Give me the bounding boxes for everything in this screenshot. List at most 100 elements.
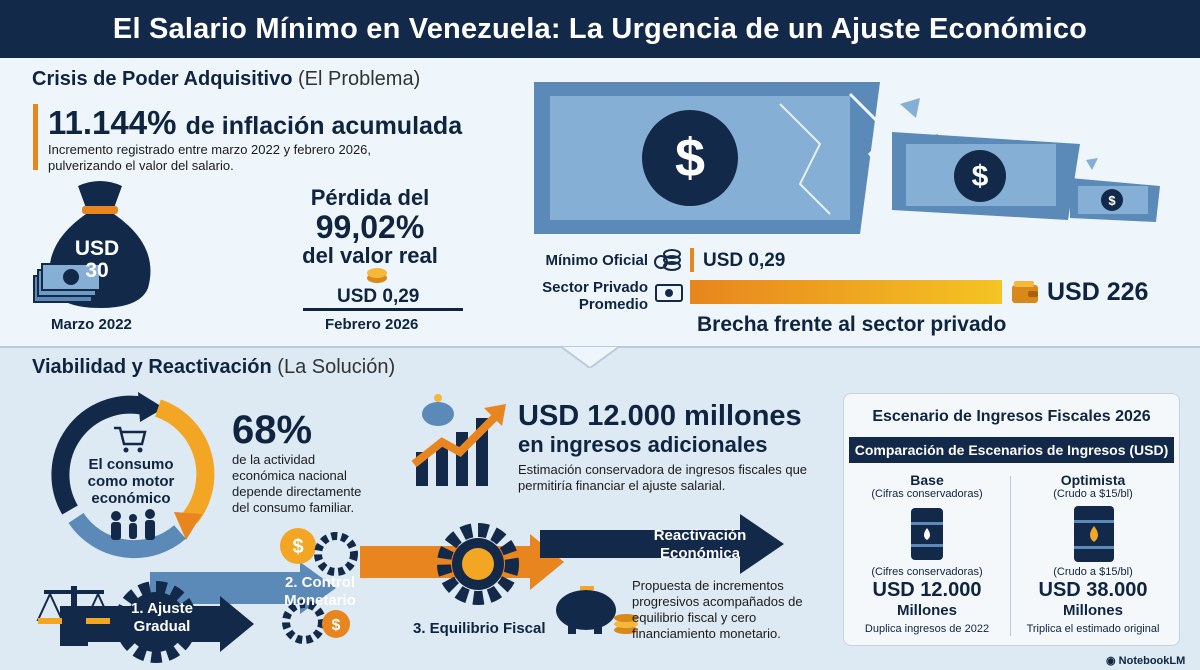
step1-label: 1. Ajuste Gradual [122,600,202,636]
problem-heading-text: Crisis de Poder Adquisitivo [32,68,293,90]
step4-label: Reactivación Económica [640,527,760,563]
coins-icon [654,249,681,271]
inflation-stat: 11.144% de inflación acumulada [48,104,462,142]
growth-chart-icon [411,394,506,486]
inflation-label: de inflación acumulada [185,112,463,140]
bag-amount-currency: USD [74,237,120,260]
cycle-label-line3: económico [91,490,171,507]
problem-heading-note: (El Problema) [297,68,421,90]
wallet-icon [1012,281,1038,303]
revenue-value: USD 12.000 millones [518,400,802,432]
base-name: Base [910,472,944,488]
proposal-line2: progresivos acompañados de [632,594,803,609]
date-end: Febrero 2026 [325,316,419,333]
private-label: Sector Privado Promedio [520,279,648,313]
consumption-desc-line1: de la actividad [232,452,316,467]
proposal-line3: equilibrio fiscal y cero [632,610,757,625]
revenue-desc-line1: Estimación conservadora de ingresos fisc… [518,462,808,477]
piggy-bank-icon [556,586,638,634]
scenario-optimista: Optimista (Crudo a $15/bl) [1018,472,1168,500]
official-label: Mínimo Oficial [545,252,648,269]
bill-medium: $ [892,132,1098,220]
official-value: USD 0,29 [703,250,786,271]
base-sub2: (Cifres conservadoras) [871,566,983,578]
problem-heading: Crisis de Poder Adquisitivo (El Problema… [32,68,420,91]
scenario-card [843,393,1180,646]
opt-unit: Millones [1062,602,1123,619]
consumption-desc-line3: depende directamente [232,484,362,499]
step4-arrow [540,514,784,574]
scenario-divider [1010,476,1011,636]
consumption-pct: 68% [232,408,313,452]
opt-sub: (Crudo a $15/bl) [1053,488,1133,500]
step1-line1: 1. Ajuste [131,600,193,617]
inflation-desc-line1: Incremento registrado entre marzo 2022 y… [48,142,372,157]
inflation-desc: Incremento registrado entre marzo 2022 y… [48,142,428,174]
scenario-title: Escenario de Ingresos Fiscales 2026 [872,408,1151,425]
step1-line2: Gradual [133,618,191,635]
private-bar [690,280,1002,304]
svg-text:$: $ [675,128,705,188]
cycle-label: El consumo como motor económico [66,456,196,507]
revenue-desc: Estimación conservadora de ingresos fisc… [518,462,838,494]
accent-bar [33,104,38,170]
brand-icon: ◉ [1106,655,1119,667]
header-banner: El Salario Mínimo en Venezuela: La Urgen… [0,0,1200,58]
step2-line2: Monetario [284,592,356,609]
base-note: Duplica ingresos de 2022 [864,623,990,635]
proposal-line4: financiamiento monetario. [632,626,781,641]
private-label-line1: Sector Privado [542,279,648,296]
brand-text: NotebookLM [1118,655,1186,667]
gear-icon [115,581,197,663]
base-unit: Millones [896,602,957,619]
private-value: USD 226 [1047,278,1149,306]
oil-barrel-icon [1074,506,1114,562]
svg-text:$: $ [972,160,989,193]
shopping-cart-icon [114,426,147,453]
gear-icon [437,523,519,605]
step3-label: 3. Equilibrio Fiscal [413,620,546,637]
bill-large: $ [534,82,938,234]
scenario-bar: Comparación de Escenarios de Ingresos (U… [849,437,1174,463]
solution-heading-text: Viabilidad y Reactivación [32,356,272,378]
inflation-desc-line2: pulverizando el valor del salario. [48,158,234,173]
section-pointer [560,336,620,368]
bill-small: $ [1070,178,1160,222]
proposal-desc: Propuesta de incrementos progresivos aco… [632,578,832,642]
shrinking-bills-illustration: $ $ $ [534,82,1160,234]
balance-scale-icon [36,586,112,646]
cycle-label-line2: como motor [87,473,175,490]
banknote-icon [655,284,683,302]
page-title: El Salario Mínimo en Venezuela: La Urgen… [112,12,1088,45]
consumption-desc: de la actividad económica nacional depen… [232,452,402,516]
consumption-desc-line4: del consumo familiar. [232,500,355,515]
money-bag-icon [33,181,151,308]
opt-value: USD 38.000 [1038,579,1148,601]
date-start: Marzo 2022 [51,316,132,333]
bag-amount-number: 30 [85,259,109,282]
consumption-desc-line2: económica nacional [232,468,347,483]
solution-heading: Viabilidad y Reactivación (La Solución) [32,356,395,379]
step2-label: 2. Control Monetario [270,574,370,610]
opt-name: Optimista [1060,472,1126,488]
step2-arrow [150,562,336,614]
scenario-base-values: (Cifres conservadoras) USD 12.000 Millon… [852,566,1002,635]
base-value: USD 12.000 [872,579,982,601]
private-label-line2: Promedio [578,296,648,313]
consumption-cycle-diagram [51,392,215,559]
loss-stat: Pérdida del 99,02% del valor real [290,186,450,268]
svg-text:$: $ [292,536,303,558]
revenue-desc-line2: permitiría financiar el ajuste salarial. [518,478,726,493]
loss-line1: Pérdida del [310,185,430,210]
loss-value: 99,02% [315,209,425,245]
coin-icon [367,268,387,283]
now-amount: USD 0,29 [337,286,420,307]
coins-gears-icon: $ $ [280,528,358,644]
bag-amount: USD 30 [62,238,132,282]
svg-text:$: $ [1108,193,1116,208]
svg-text:$: $ [332,617,341,634]
scenario-base: Base (Cifras conservadoras) [852,472,1002,500]
loss-line3: del valor real [302,243,438,268]
gap-caption: Brecha frente al sector privado [697,313,1007,336]
opt-note: Triplica el estimado original [1026,623,1160,635]
